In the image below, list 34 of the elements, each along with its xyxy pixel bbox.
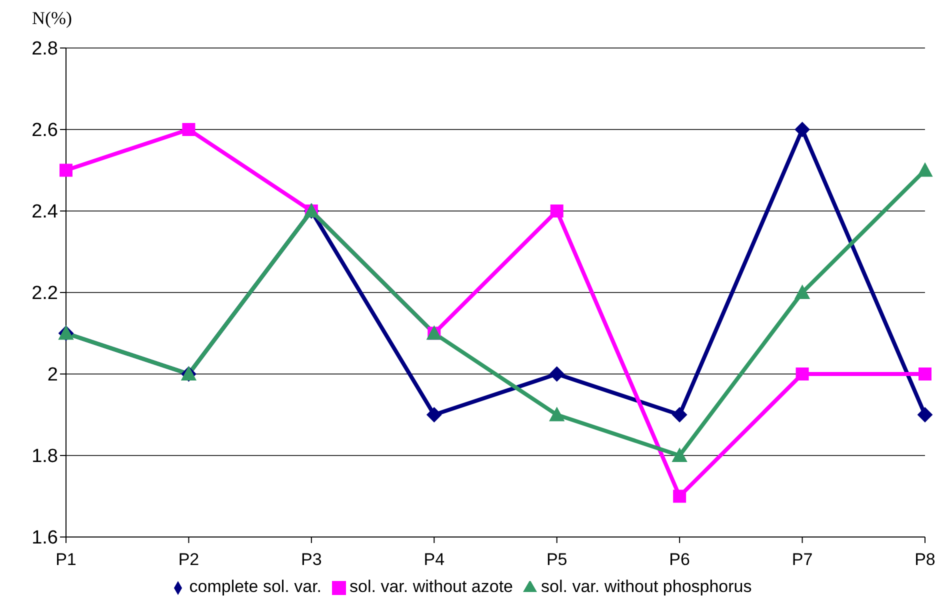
point: [672, 448, 688, 462]
point: [549, 366, 564, 382]
point: [918, 368, 932, 380]
y-tick-label: 2.8: [32, 38, 58, 60]
y-tick-label: 2.4: [32, 202, 58, 223]
legend-label: sol. var. without phosphorus: [541, 577, 752, 596]
y-axis-title: N(%): [32, 8, 72, 29]
x-tick-label: P7: [792, 550, 813, 570]
y-tick-label: 2.6: [32, 120, 58, 142]
y-tick-label: 2: [47, 364, 58, 386]
x-tick-label: P8: [914, 550, 936, 570]
point: [794, 285, 810, 299]
point: [672, 407, 688, 422]
point: [796, 368, 809, 380]
point: [918, 162, 932, 177]
x-tick-label: P3: [301, 550, 322, 570]
point: [550, 204, 564, 218]
y-tick-label: 1.6: [32, 528, 58, 549]
legend-label: complete sol. var.: [189, 577, 322, 596]
point: [426, 407, 442, 422]
point: [918, 407, 932, 422]
x-tick-label: P6: [669, 550, 690, 570]
y-tick-label: 2.2: [32, 283, 58, 304]
y-tick-label: 1.8: [32, 446, 58, 468]
point: [182, 123, 196, 136]
x-tick-label: P4: [424, 550, 445, 570]
point: [60, 164, 72, 177]
point: [549, 407, 564, 422]
x-tick-label: P5: [546, 550, 568, 570]
point: [673, 490, 686, 503]
x-tick-label: P1: [56, 550, 76, 570]
legend-label: sol. var. without azote: [350, 577, 514, 596]
x-tick-label: P2: [178, 550, 200, 570]
point: [794, 122, 810, 137]
